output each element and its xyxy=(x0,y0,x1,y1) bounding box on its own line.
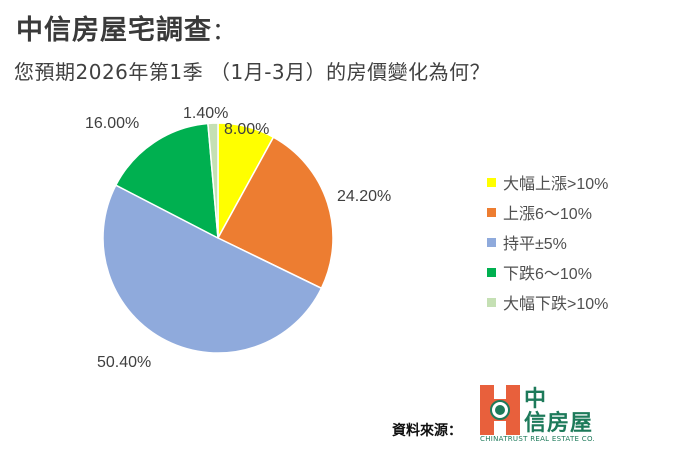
chart-subtitle: 您預期2026年第1季 （1月-3月）的房價變化為何？ xyxy=(14,60,491,84)
logo-text-top: 中 xyxy=(524,387,547,412)
legend-item: 持平±5% xyxy=(487,227,608,257)
legend-item: 大幅上漲>10% xyxy=(487,167,608,197)
legend-label: 大幅下跌>10% xyxy=(503,296,609,313)
chart-legend: 大幅上漲>10% 上漲6～10% 持平±5% 下跌6～10% 大幅下跌>10% xyxy=(487,167,608,317)
logo-text-english: CHINATRUST REAL ESTATE CO. xyxy=(480,435,596,443)
legend-swatch xyxy=(487,237,496,247)
slice-label-3: 50.40% xyxy=(97,354,152,371)
pie-slice xyxy=(114,122,219,240)
legend-swatch xyxy=(487,267,496,277)
title-text: 中信房屋宅調查 xyxy=(16,15,212,46)
legend-swatch xyxy=(487,297,496,307)
source-label: 資料來源： xyxy=(392,423,462,439)
pie-slice xyxy=(216,136,334,290)
logo-mark-icon xyxy=(480,385,520,435)
logo-text-bottom: 信房屋 xyxy=(524,411,594,436)
pie-slice xyxy=(207,122,219,239)
globe-icon xyxy=(490,400,510,420)
legend-swatch xyxy=(487,177,496,187)
slice-label-5: 1.40% xyxy=(183,105,229,122)
legend-item: 上漲6～10% xyxy=(487,197,608,227)
legend-label: 持平±5% xyxy=(503,236,567,253)
legend-item: 下跌6～10% xyxy=(487,257,608,287)
slice-label-1: 8.00% xyxy=(224,121,270,138)
slice-label-2: 24.20% xyxy=(337,188,392,205)
page-title: 中信房屋宅調查： xyxy=(16,8,237,47)
legend-item: 大幅下跌>10% xyxy=(487,287,608,317)
legend-label: 下跌6～10% xyxy=(503,266,592,283)
title-colon: ： xyxy=(212,17,237,45)
pie-slices xyxy=(102,122,334,354)
chinatrust-logo: 中 信房屋 CHINATRUST REAL ESTATE CO. xyxy=(480,385,630,445)
legend-swatch xyxy=(487,207,496,217)
pie-slice xyxy=(102,184,323,354)
legend-label: 上漲6～10% xyxy=(503,206,592,223)
slice-label-4: 16.00% xyxy=(85,115,140,132)
legend-label: 大幅上漲>10% xyxy=(503,176,609,193)
